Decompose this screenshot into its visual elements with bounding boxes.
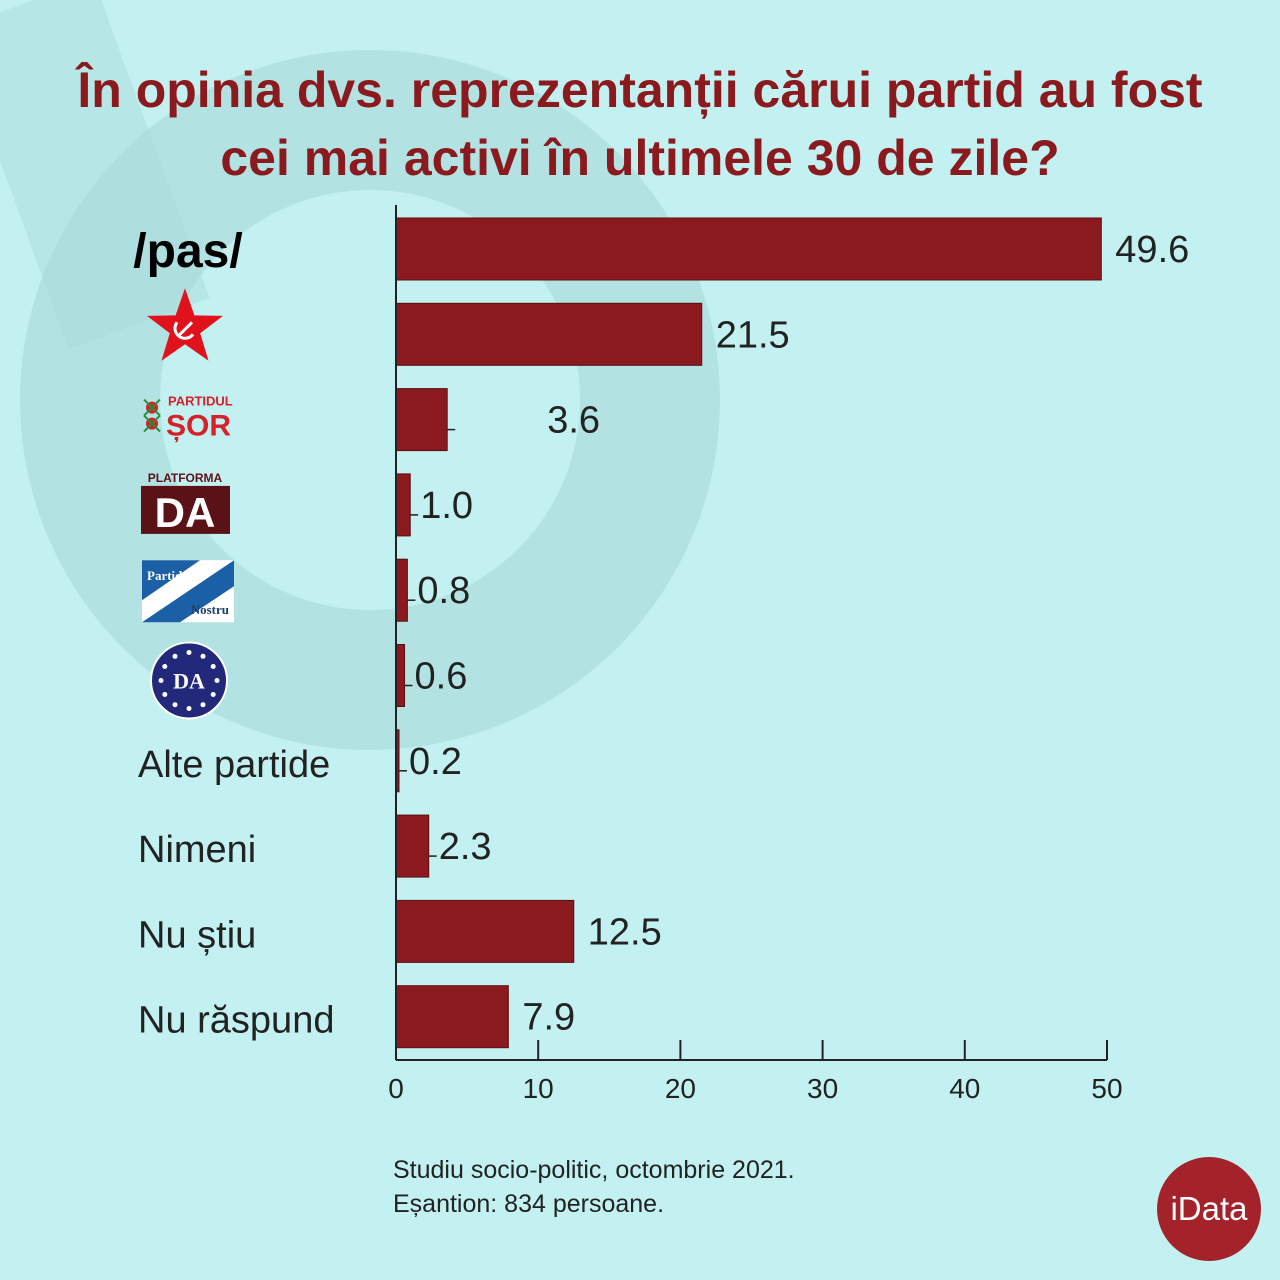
partidul-nostru-bottom: Nostru xyxy=(191,602,229,617)
partidul-nostru-top: Partidul xyxy=(147,568,194,583)
bar-1 xyxy=(395,217,1102,281)
x-tick-label-1: 10 xyxy=(523,1073,554,1104)
hammer-icon xyxy=(176,321,194,338)
bar-4 xyxy=(395,473,411,537)
category-labels-group: Alte partide Nimeni Nu știu Nu răspund xyxy=(138,744,334,1042)
value-label-1: 49.6 xyxy=(1115,229,1189,271)
chart-title: În opinia dvs. reprezentanții cărui part… xyxy=(20,56,1260,192)
da-star-icon-7 xyxy=(158,678,164,683)
axes-group: 0 10 20 30 40 50 xyxy=(388,205,1123,1104)
da-star-icon-6 xyxy=(162,692,168,697)
x-tick-label-4: 40 xyxy=(949,1073,980,1104)
bar-9 xyxy=(395,899,575,963)
x-tick-label-2: 20 xyxy=(665,1073,696,1104)
value-label-4: 1.0 xyxy=(420,485,473,527)
value-label-3: 3.6 xyxy=(547,400,600,442)
bar-10 xyxy=(395,985,509,1049)
bars-group: 49.6 21.5 3.6 1.0 0.8 0.6 0.2 2.3 12.5 7.9 xyxy=(395,217,1189,1049)
x-tick-label-5: 50 xyxy=(1091,1073,1122,1104)
value-label-9: 12.5 xyxy=(588,911,662,953)
da-star-icon-12 xyxy=(210,664,216,669)
value-label-10: 7.9 xyxy=(522,997,575,1039)
chart-title-line1: În opinia dvs. reprezentanții cărui part… xyxy=(77,62,1203,118)
bar-8 xyxy=(395,814,430,878)
background-decoration xyxy=(0,0,720,750)
sor-leaf-icon-1 xyxy=(143,398,161,417)
x-tick-label-0: 0 xyxy=(388,1073,404,1104)
da-star-icon-3 xyxy=(200,702,206,708)
platforma-da-box xyxy=(141,485,230,534)
da-star-icon-8 xyxy=(162,664,168,669)
value-label-6: 0.6 xyxy=(415,656,468,698)
da-star-icon-4 xyxy=(186,706,192,711)
partidul-nostru-stripe xyxy=(142,560,234,623)
category-label-8: Nimeni xyxy=(138,829,256,871)
category-label-9: Nu știu xyxy=(138,914,256,956)
footnote-sample: Eșantion: 834 persoane. xyxy=(393,1190,665,1218)
category-label-7: Alte partide xyxy=(138,744,330,786)
chart-title-line2: cei mai activi în ultimele 30 de zile? xyxy=(220,130,1060,186)
sor-leaf-icon-2 xyxy=(143,414,161,433)
sor-logo-top: PARTIDUL xyxy=(168,394,233,409)
idata-logo: iData xyxy=(1157,1157,1261,1261)
bar-6 xyxy=(395,644,406,707)
bar-2 xyxy=(395,302,703,366)
da-star-icon-10 xyxy=(186,650,192,655)
x-tick-label-3: 30 xyxy=(807,1073,838,1104)
footnote-study: Studiu socio-politic, octombrie 2021. xyxy=(393,1156,795,1184)
da-star-icon-11 xyxy=(200,653,206,659)
bar-5 xyxy=(395,558,408,622)
category-label-10: Nu răspund xyxy=(138,1000,334,1042)
value-label-8: 2.3 xyxy=(439,826,492,868)
da-star-icon-5 xyxy=(172,702,178,708)
da-star-icon-9 xyxy=(172,653,178,659)
source-footnote: Studiu socio-politic, octombrie 2021. Eș… xyxy=(393,1153,795,1221)
da-circle-logo xyxy=(150,641,228,720)
da-star-icon-1 xyxy=(214,678,220,683)
da-circle-text: DA xyxy=(173,669,205,694)
sor-logo-bottom: ȘOR xyxy=(166,410,231,443)
value-label-7: 0.2 xyxy=(409,741,462,783)
platforma-da-logo-main: DA xyxy=(155,489,216,536)
da-star-icon-2 xyxy=(210,692,216,697)
red-star-icon xyxy=(147,288,223,361)
pas-logo: /pas/ xyxy=(133,225,242,278)
value-label-2: 21.5 xyxy=(716,314,790,356)
platforma-da-logo-top: PLATFORMA xyxy=(148,471,223,485)
bar-3 xyxy=(395,388,448,452)
partidul-nostru-corner xyxy=(142,560,200,601)
value-label-5: 0.8 xyxy=(417,570,470,612)
